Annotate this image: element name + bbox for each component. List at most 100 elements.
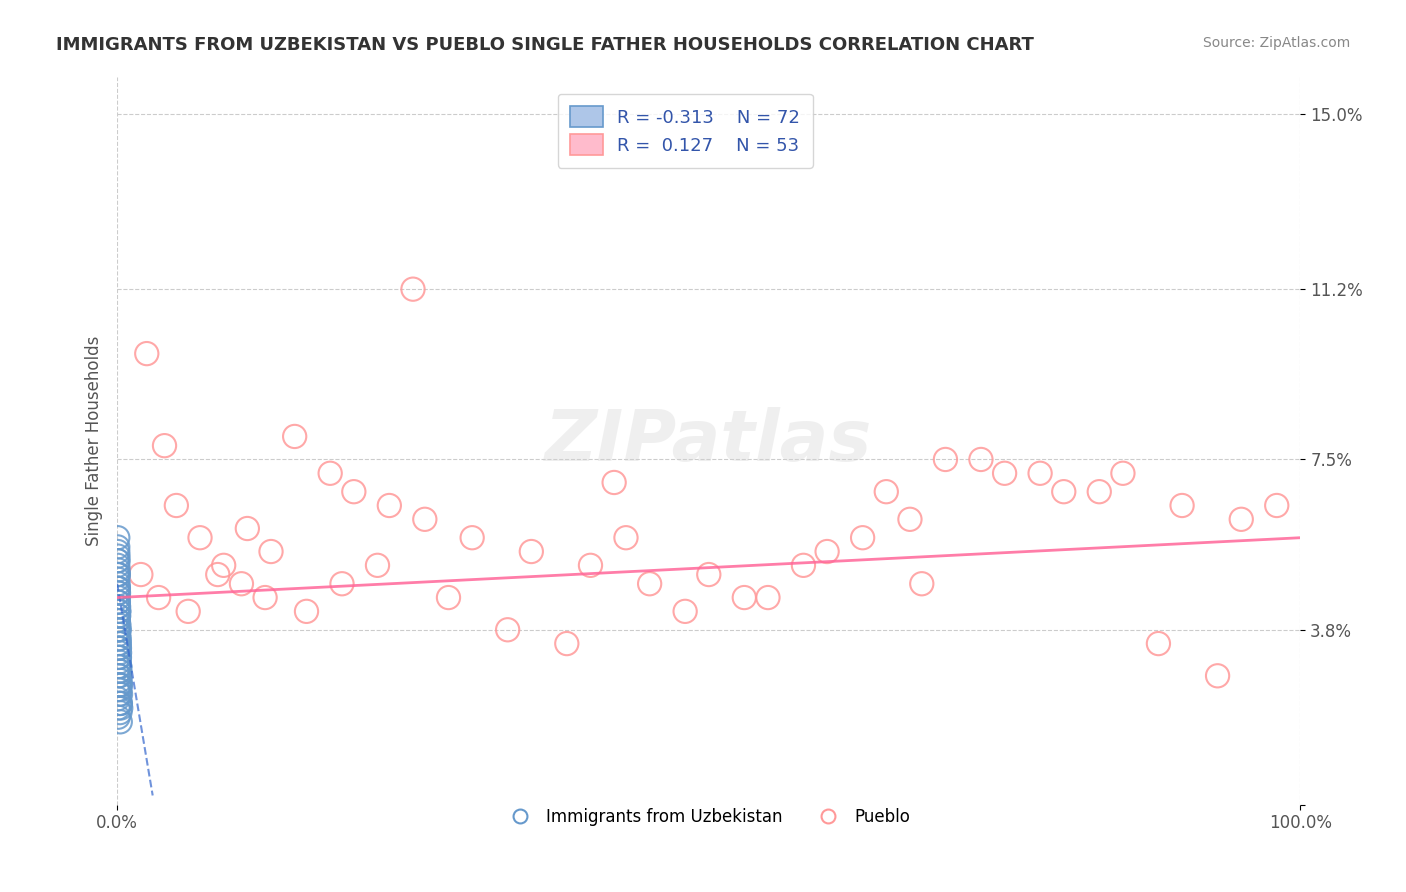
Point — [108, 678, 131, 692]
Point — [970, 452, 993, 467]
Point — [107, 609, 129, 624]
Point — [107, 659, 129, 673]
Point — [1265, 499, 1288, 513]
Point — [212, 558, 235, 573]
Point — [697, 567, 720, 582]
Point — [107, 691, 129, 706]
Point — [756, 591, 779, 605]
Point — [1206, 669, 1229, 683]
Point — [107, 614, 129, 628]
Point — [107, 595, 129, 609]
Point — [107, 567, 129, 582]
Point — [1171, 499, 1194, 513]
Point — [108, 623, 131, 637]
Point — [108, 618, 131, 632]
Point — [107, 701, 129, 715]
Point — [260, 544, 283, 558]
Point — [295, 604, 318, 618]
Point — [107, 563, 129, 577]
Point — [378, 499, 401, 513]
Point — [330, 576, 353, 591]
Point — [108, 632, 131, 646]
Point — [110, 697, 132, 711]
Point — [107, 582, 129, 596]
Point — [1053, 484, 1076, 499]
Point — [107, 558, 129, 573]
Point — [343, 484, 366, 499]
Point — [108, 659, 131, 673]
Point — [1088, 484, 1111, 499]
Point — [603, 475, 626, 490]
Point — [366, 558, 388, 573]
Point — [177, 604, 200, 618]
Point — [108, 604, 131, 618]
Point — [108, 655, 131, 669]
Point — [107, 669, 129, 683]
Point — [165, 499, 187, 513]
Point — [135, 346, 157, 360]
Point — [1112, 467, 1135, 481]
Point — [108, 637, 131, 651]
Point — [107, 623, 129, 637]
Point — [107, 554, 129, 568]
Point — [108, 664, 131, 678]
Point — [1029, 467, 1052, 481]
Point — [108, 678, 131, 692]
Point — [107, 582, 129, 596]
Point — [107, 609, 129, 624]
Point — [911, 576, 934, 591]
Point — [107, 591, 129, 605]
Point — [107, 572, 129, 586]
Legend: Immigrants from Uzbekistan, Pueblo: Immigrants from Uzbekistan, Pueblo — [501, 801, 917, 833]
Y-axis label: Single Father Households: Single Father Households — [86, 336, 103, 546]
Point — [792, 558, 814, 573]
Point — [994, 467, 1017, 481]
Point — [110, 697, 132, 711]
Point — [107, 531, 129, 545]
Point — [107, 567, 129, 582]
Point — [107, 627, 129, 641]
Point — [107, 554, 129, 568]
Point — [413, 512, 436, 526]
Point — [107, 576, 129, 591]
Point — [107, 540, 129, 554]
Point — [110, 687, 132, 701]
Point — [108, 669, 131, 683]
Point — [107, 586, 129, 600]
Point — [107, 614, 129, 628]
Point — [402, 282, 425, 296]
Point — [107, 582, 129, 596]
Point — [579, 558, 602, 573]
Point — [107, 650, 129, 665]
Point — [496, 623, 519, 637]
Point — [231, 576, 253, 591]
Point — [934, 452, 956, 467]
Point — [108, 673, 131, 688]
Point — [107, 595, 129, 609]
Point — [108, 641, 131, 656]
Point — [107, 682, 129, 697]
Point — [108, 637, 131, 651]
Point — [108, 697, 131, 711]
Point — [129, 567, 152, 582]
Point — [107, 599, 129, 614]
Point — [107, 549, 129, 563]
Point — [108, 678, 131, 692]
Point — [461, 531, 484, 545]
Point — [110, 714, 132, 729]
Point — [236, 522, 259, 536]
Point — [107, 544, 129, 558]
Point — [107, 641, 129, 656]
Point — [108, 650, 131, 665]
Point — [108, 664, 131, 678]
Point — [108, 687, 131, 701]
Point — [207, 567, 229, 582]
Point — [284, 429, 307, 443]
Point — [254, 591, 277, 605]
Point — [520, 544, 543, 558]
Point — [1230, 512, 1253, 526]
Point — [898, 512, 921, 526]
Point — [107, 604, 129, 618]
Point — [108, 641, 131, 656]
Point — [108, 646, 131, 660]
